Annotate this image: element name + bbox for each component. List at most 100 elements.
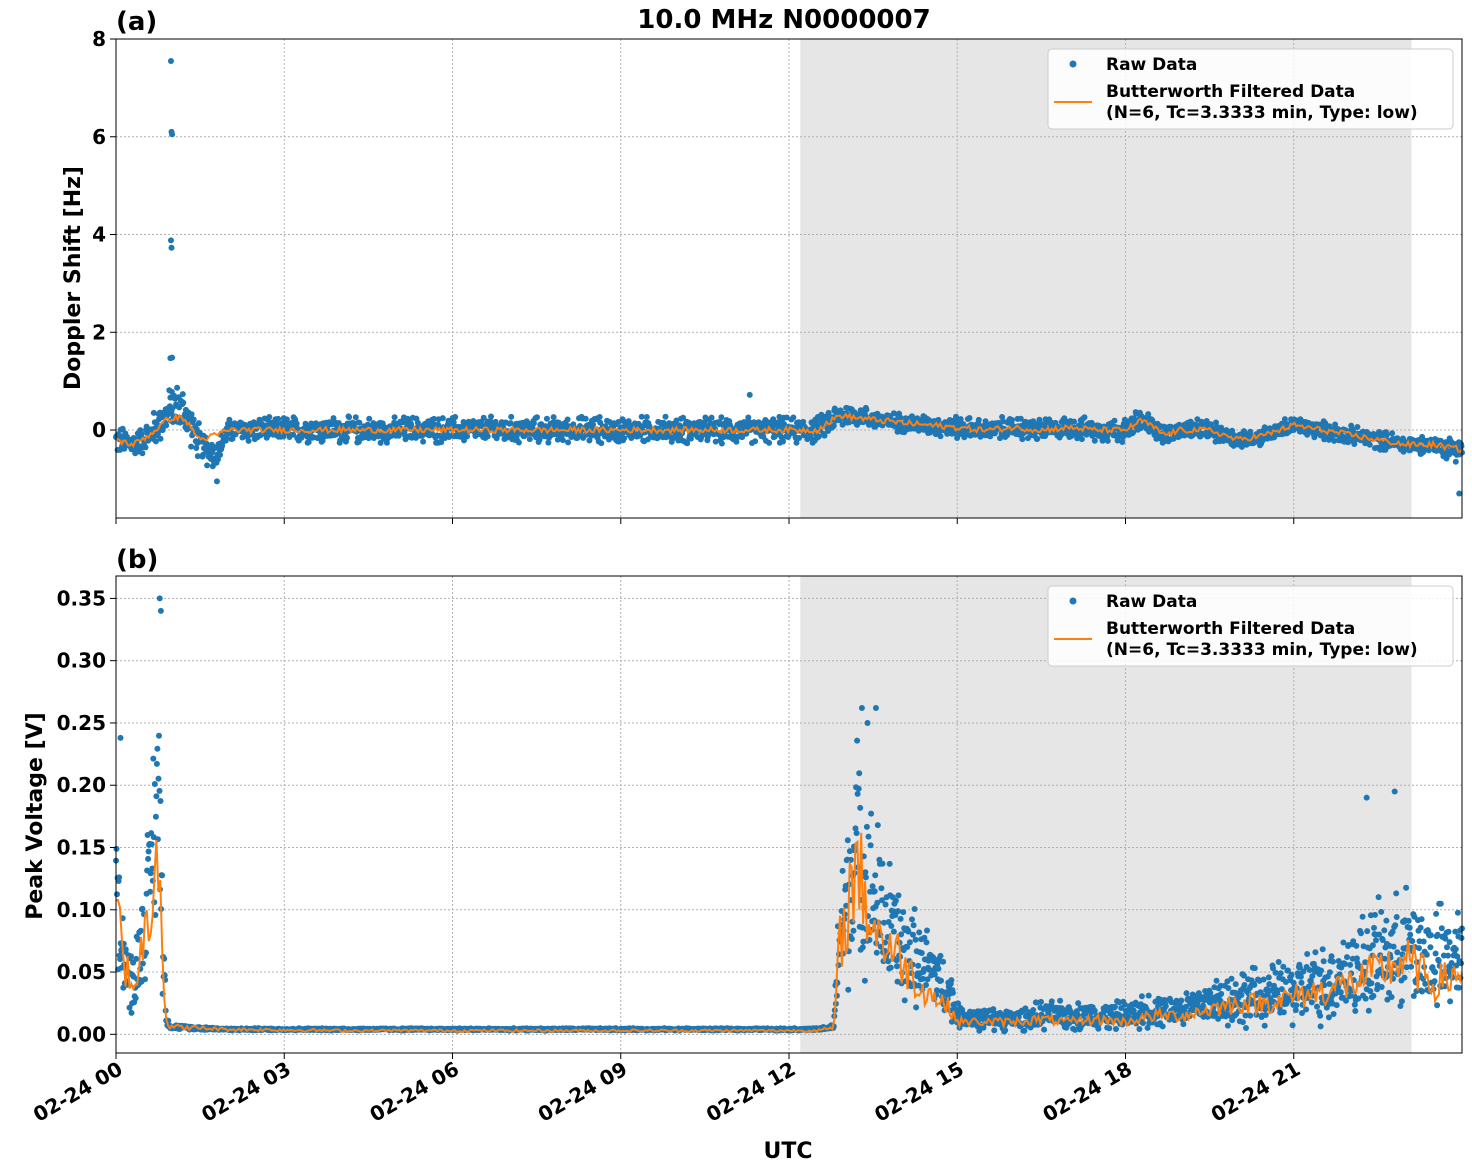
raw-point bbox=[854, 737, 861, 744]
raw-point bbox=[844, 837, 851, 844]
raw-point bbox=[159, 872, 166, 879]
raw-point bbox=[865, 833, 872, 840]
raw-point bbox=[895, 892, 902, 899]
raw-point bbox=[543, 415, 550, 422]
raw-point bbox=[391, 414, 398, 421]
raw-point bbox=[346, 414, 353, 421]
raw-point bbox=[895, 908, 901, 915]
raw-outlier-point bbox=[746, 391, 753, 398]
raw-point bbox=[739, 434, 746, 441]
raw-point bbox=[150, 755, 157, 762]
raw-point bbox=[1238, 992, 1245, 998]
raw-point bbox=[874, 822, 881, 829]
raw-point bbox=[439, 415, 446, 422]
raw-point bbox=[195, 420, 202, 427]
raw-point bbox=[825, 409, 832, 416]
raw-point bbox=[638, 413, 645, 420]
raw-point bbox=[897, 414, 904, 421]
raw-point bbox=[152, 438, 159, 445]
raw-point bbox=[1136, 1026, 1143, 1032]
raw-point bbox=[133, 955, 140, 962]
raw-point bbox=[1002, 1027, 1009, 1034]
raw-point bbox=[157, 798, 164, 804]
raw-point bbox=[783, 414, 790, 421]
raw-point bbox=[190, 416, 197, 423]
raw-point bbox=[1288, 971, 1295, 978]
raw-point bbox=[1041, 1026, 1048, 1033]
raw-point bbox=[1212, 1010, 1219, 1017]
legend-filtered-label: Butterworth Filtered Data bbox=[1106, 82, 1355, 102]
raw-point bbox=[508, 413, 515, 420]
raw-point bbox=[1354, 424, 1361, 430]
raw-point bbox=[821, 432, 828, 439]
raw-point bbox=[1262, 1012, 1269, 1018]
raw-point bbox=[900, 909, 907, 916]
raw-point bbox=[855, 785, 862, 792]
raw-point bbox=[598, 440, 605, 447]
raw-point bbox=[708, 414, 715, 421]
raw-point bbox=[910, 922, 917, 929]
raw-point bbox=[116, 874, 123, 881]
raw-point bbox=[352, 414, 359, 421]
raw-point bbox=[793, 439, 800, 446]
raw-point bbox=[1312, 949, 1319, 956]
raw-point bbox=[536, 436, 543, 443]
raw-point bbox=[948, 977, 955, 984]
raw-point bbox=[862, 869, 869, 876]
raw-point bbox=[1304, 951, 1311, 957]
raw-point bbox=[484, 433, 491, 440]
raw-point bbox=[812, 419, 819, 426]
legend-filtered-params: (N=6, Tc=3.3333 min, Type: low) bbox=[1106, 103, 1418, 123]
raw-point bbox=[1297, 973, 1304, 980]
raw-point bbox=[438, 439, 445, 446]
raw-point bbox=[1048, 998, 1055, 1005]
raw-point bbox=[684, 440, 691, 447]
raw-point bbox=[450, 419, 457, 426]
raw-point bbox=[145, 855, 152, 862]
raw-point bbox=[1071, 418, 1078, 425]
raw-point bbox=[1106, 1025, 1113, 1032]
raw-point bbox=[148, 841, 155, 848]
raw-point bbox=[676, 422, 683, 429]
raw-point bbox=[488, 413, 494, 420]
raw-point bbox=[606, 436, 612, 443]
raw-point bbox=[856, 770, 863, 777]
y-tick-label: 6 bbox=[92, 125, 106, 149]
raw-point bbox=[1091, 437, 1098, 444]
raw-point bbox=[150, 409, 157, 416]
raw-point bbox=[266, 414, 273, 420]
raw-point bbox=[1019, 436, 1026, 443]
raw-point bbox=[913, 1004, 920, 1011]
raw-point bbox=[114, 891, 120, 898]
raw-point bbox=[937, 433, 944, 440]
raw-point bbox=[275, 415, 282, 422]
raw-point bbox=[145, 437, 152, 444]
raw-point bbox=[142, 444, 149, 451]
raw-point bbox=[850, 927, 857, 934]
raw-point bbox=[204, 462, 211, 469]
legend-raw-label: Raw Data bbox=[1106, 55, 1197, 75]
raw-point bbox=[383, 439, 390, 446]
raw-point bbox=[770, 416, 777, 423]
raw-point bbox=[935, 965, 942, 972]
raw-point bbox=[1111, 417, 1118, 424]
raw-point bbox=[356, 419, 363, 426]
raw-point bbox=[1272, 969, 1279, 976]
raw-point bbox=[857, 804, 864, 811]
raw-point bbox=[887, 964, 894, 971]
raw-point bbox=[550, 414, 557, 421]
raw-point bbox=[1243, 1025, 1249, 1031]
raw-point bbox=[117, 956, 124, 963]
raw-point bbox=[1021, 1027, 1028, 1034]
raw-point bbox=[420, 438, 427, 445]
raw-outlier-point bbox=[213, 478, 220, 485]
raw-point bbox=[848, 936, 855, 942]
raw-point bbox=[565, 439, 572, 446]
raw-point bbox=[1275, 959, 1282, 965]
raw-point bbox=[957, 416, 964, 423]
raw-outlier-point bbox=[167, 57, 174, 64]
raw-point bbox=[911, 906, 918, 912]
raw-point bbox=[1260, 976, 1267, 983]
raw-point bbox=[894, 963, 900, 970]
raw-point bbox=[200, 451, 206, 458]
